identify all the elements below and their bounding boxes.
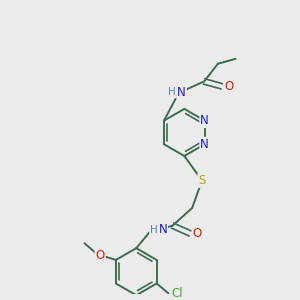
Text: H: H bbox=[150, 224, 158, 235]
Text: N: N bbox=[177, 86, 186, 99]
Text: S: S bbox=[198, 174, 206, 187]
Text: N: N bbox=[200, 114, 209, 127]
Text: N: N bbox=[200, 138, 209, 151]
Text: Cl: Cl bbox=[171, 287, 183, 300]
Text: O: O bbox=[224, 80, 233, 93]
Text: O: O bbox=[193, 227, 202, 240]
Text: O: O bbox=[96, 248, 105, 262]
Text: H: H bbox=[168, 87, 176, 97]
Text: N: N bbox=[158, 223, 167, 236]
